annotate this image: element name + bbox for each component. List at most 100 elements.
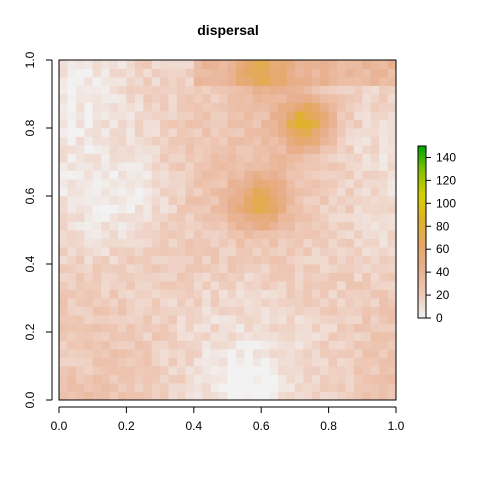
heatmap-cell [109,323,119,333]
heatmap-cell [219,179,228,188]
heatmap-cell [59,102,68,112]
heatmap-cell [134,170,144,180]
heatmap-cell [303,230,313,239]
heatmap-cell [84,170,94,180]
heatmap-cell [387,102,397,112]
heatmap-cell [143,230,153,239]
heatmap-cell [286,391,296,401]
heatmap-cell [117,68,127,78]
heatmap-cell [59,306,68,316]
heatmap-cell [126,187,136,197]
heatmap-cell [320,357,330,367]
heatmap-cell [134,153,144,163]
heatmap-cell [227,366,237,375]
heatmap-cell [320,366,330,375]
heatmap-cell [345,204,355,214]
heatmap-cell [370,255,380,265]
heatmap-cell [294,102,304,112]
heatmap-cell [303,264,313,273]
heatmap-cell [219,230,228,239]
heatmap-cell [379,272,388,282]
heatmap-cell [109,315,119,324]
heatmap-cell [353,391,363,401]
heatmap-cell [387,60,397,69]
heatmap-cell [109,357,119,367]
heatmap-cell [244,383,254,392]
heatmap-cell [67,383,77,392]
heatmap-cell [345,136,355,146]
heatmap-cell [244,349,254,358]
heatmap-cell [109,391,119,401]
heatmap-cell [320,298,330,307]
heatmap-cell [84,145,94,154]
heatmap-cell [59,153,68,163]
heatmap-cell [328,272,338,282]
heatmap-cell [278,349,287,358]
heatmap-cell [345,323,355,333]
heatmap-cell [370,366,380,375]
heatmap-cell [143,60,153,69]
heatmap-cell [303,179,313,188]
heatmap-cell [278,145,287,154]
heatmap-cell [176,298,186,307]
heatmap-cell [92,77,102,86]
heatmap-cell [362,332,372,341]
heatmap-cell [202,298,212,307]
heatmap-cell [269,128,279,137]
heatmap-cell [235,306,245,316]
heatmap-cell [252,289,262,299]
heatmap-cell [311,77,321,86]
heatmap-cell [286,128,296,137]
heatmap-cell [176,68,186,78]
heatmap-cell [294,306,304,316]
heatmap-cell [328,145,338,154]
heatmap-cell [337,255,346,265]
heatmap-cell [303,272,313,282]
heatmap-cell [227,255,237,265]
heatmap-cell [328,170,338,180]
heatmap-cell [244,264,254,273]
heatmap-cell [193,153,203,163]
heatmap-cell [235,145,245,154]
heatmap-cell [345,315,355,324]
heatmap-cell [109,238,119,248]
heatmap-cell [286,374,296,384]
legend-tick-label: 20 [436,288,450,302]
heatmap-cell [168,187,178,197]
heatmap-cell [126,170,136,180]
x-tick-label: 0.0 [51,419,68,433]
heatmap-cell [67,298,77,307]
heatmap-cell [345,340,355,350]
heatmap-cell [278,264,287,273]
heatmap-cell [353,119,363,129]
heatmap-cell [92,221,102,231]
heatmap-cell [328,357,338,367]
heatmap-cell [75,204,85,214]
heatmap-cell [134,179,144,188]
heatmap-cell [185,349,195,358]
heatmap-cell [328,179,338,188]
heatmap-cell [244,230,254,239]
heatmap-cell [362,136,372,146]
heatmap-cell [261,145,271,154]
heatmap-cell [244,162,254,171]
heatmap-cell [235,238,245,248]
heatmap-cell [67,281,77,290]
heatmap-cell [269,289,279,299]
heatmap-cell [101,306,110,316]
heatmap-cell [92,196,102,205]
heatmap-cell [261,383,271,392]
heatmap-cell [345,170,355,180]
heatmap-cell [193,247,203,256]
heatmap-cell [92,383,102,392]
heatmap-cell [379,68,388,78]
heatmap-cell [151,85,161,95]
heatmap-cell [387,238,397,248]
heatmap-cell [261,179,271,188]
heatmap-cell [269,119,279,129]
heatmap-cell [320,170,330,180]
heatmap-cell [294,213,304,222]
heatmap-cell [303,94,313,103]
heatmap-cell [261,153,271,163]
heatmap-cell [362,340,372,350]
